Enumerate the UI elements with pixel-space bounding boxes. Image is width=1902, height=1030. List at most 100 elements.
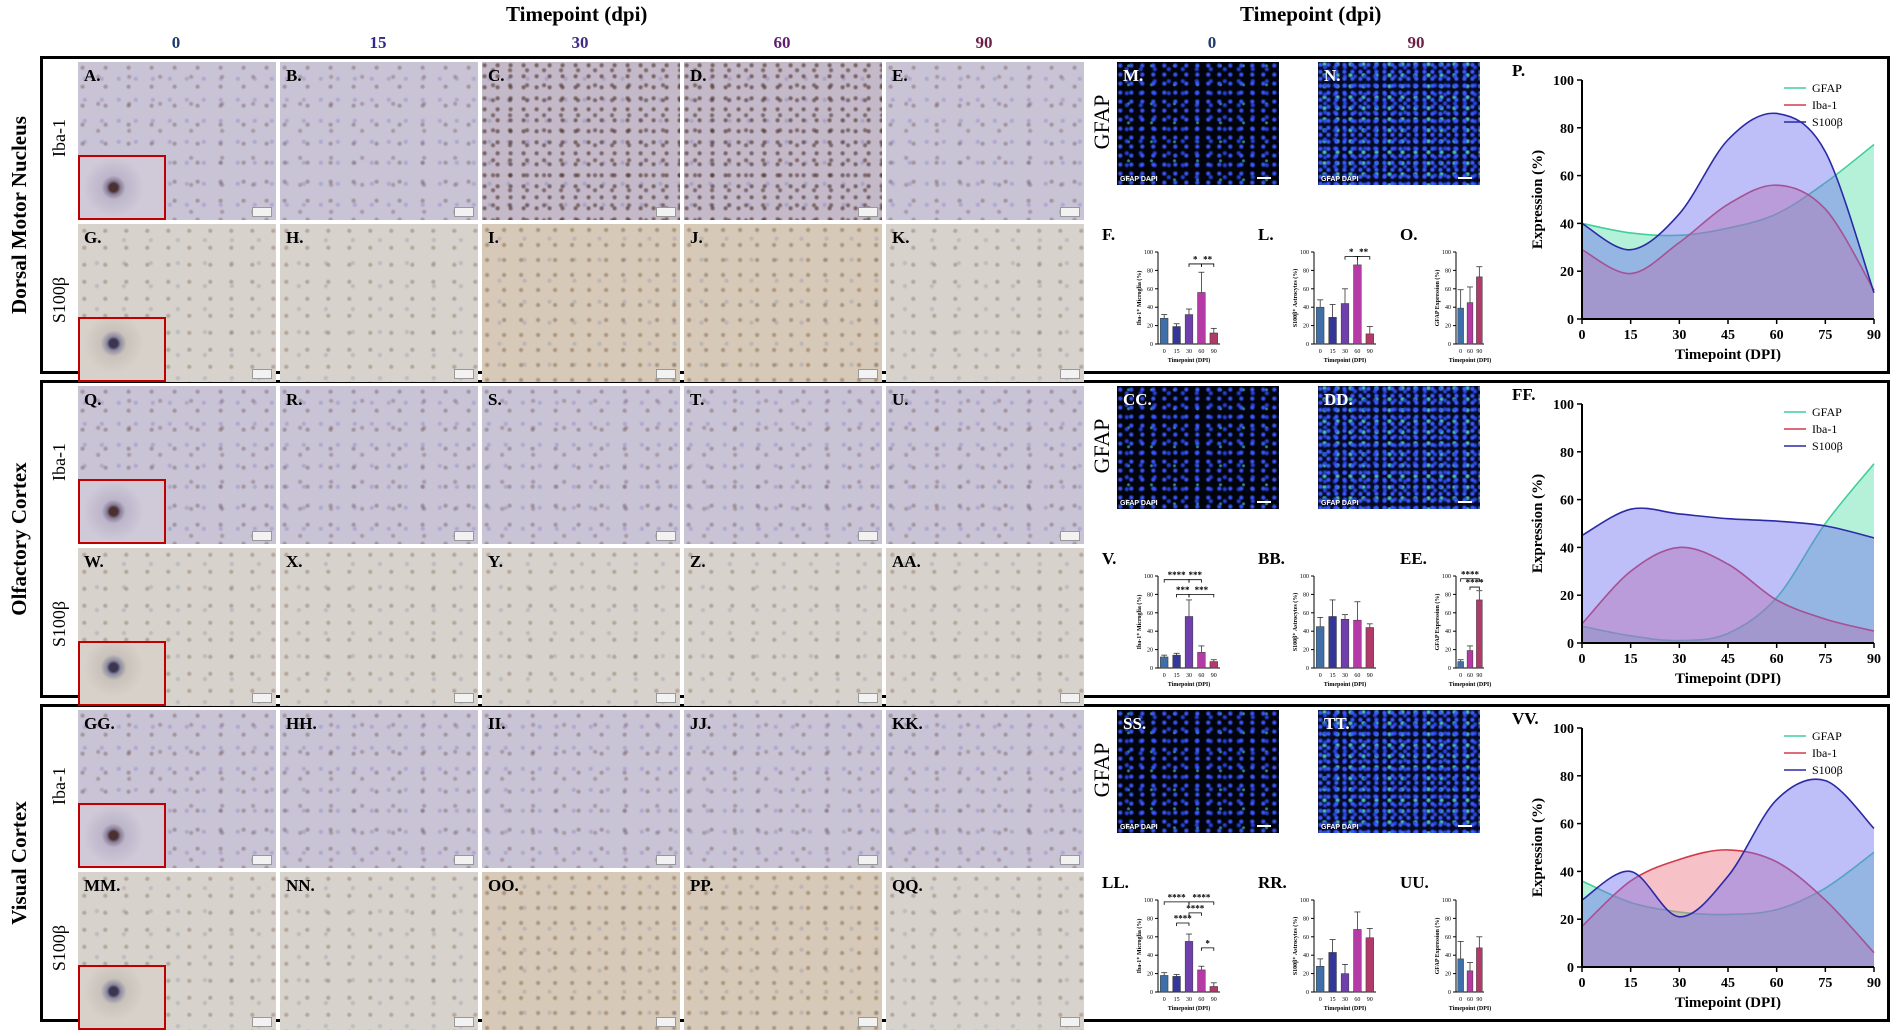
panel-label: TT. — [1324, 714, 1350, 733]
x-axis-label: Timepoint (DPI) — [1449, 1005, 1491, 1012]
significance-label: * — [1349, 247, 1354, 257]
significance-label: **** — [1186, 903, 1205, 913]
y-tick-label: 100 — [1144, 574, 1153, 580]
panel-label: OO. — [488, 876, 519, 895]
y-tick-label: 100 — [1300, 574, 1309, 580]
panel-label: U. — [892, 390, 909, 409]
scale-bar-icon — [454, 531, 474, 541]
x-axis-label: Timepoint (DPI) — [1324, 1005, 1366, 1012]
y-tick-label: 20 — [1303, 648, 1309, 654]
panel-label: BB. — [1258, 549, 1285, 568]
y-tick-label: 100 — [1144, 898, 1153, 904]
bar — [1340, 973, 1350, 993]
y-tick-label: 80 — [1303, 592, 1309, 598]
s100b-micrograph: Z. — [684, 548, 882, 706]
significance-label: * — [1193, 254, 1198, 264]
s100b-micrograph: MM. — [78, 872, 276, 1030]
iba1-micrograph: JJ. — [684, 710, 882, 868]
scale-bar-icon — [454, 693, 474, 703]
y-tick-label: 40 — [1560, 217, 1574, 232]
bar — [1209, 986, 1218, 993]
bar — [1316, 306, 1325, 345]
x-tick-label: 60 — [1198, 349, 1204, 355]
s100b-micrograph: Y. — [482, 548, 680, 706]
y-tick-label: 0 — [1448, 342, 1451, 348]
significance-bracket — [1188, 594, 1215, 598]
panel-label: W. — [84, 552, 104, 571]
series-area — [1582, 779, 1874, 967]
x-tick-label: 0 — [1163, 673, 1166, 679]
iba1-micrograph: B. — [280, 62, 478, 220]
timepoint-30: 30 — [571, 33, 589, 52]
x-tick-label: 15 — [1174, 349, 1180, 355]
y-tick-label: 60 — [1303, 287, 1309, 293]
x-tick-label: 15 — [1174, 673, 1180, 679]
region-label: Visual Cortex — [7, 801, 31, 925]
scale-bar-icon — [1458, 825, 1472, 827]
y-tick-label: 100 — [1144, 250, 1153, 256]
legend-entry: GFAP — [1812, 405, 1842, 419]
bar-chart: UU. 0 20 40 60 80 100 GFAP Expression (%) Timepo… — [1400, 873, 1491, 1012]
bar — [1209, 661, 1218, 669]
x-axis-label: Timepoint (DPI) — [1168, 681, 1210, 688]
scale-bar-icon — [252, 693, 272, 703]
gfap-dapi-image: M. GFAP DAPI — [1117, 62, 1279, 185]
y-tick-label: 20 — [1147, 324, 1153, 330]
y-tick-label: 100 — [1300, 898, 1309, 904]
area-chart: P. 0 20 40 60 80 100 0 15 30 45 60 75 90 Timepoint (DP… — [1512, 61, 1881, 363]
y-axis-label: S100β⁺ Astrocytes (%) — [1292, 917, 1299, 976]
area-chart: VV. 0 20 40 60 80 100 0 15 30 45 60 75 90 Timepoint (D… — [1512, 709, 1881, 1011]
bar-chart: L. 0 20 40 60 80 100 S100β⁺ Astrocytes (%) Timep… — [1258, 225, 1376, 364]
if-stain-label: GFAP — [1089, 418, 1114, 474]
area-chart: FF. 0 20 40 60 80 100 0 15 30 45 60 75 90 Timepoint (D… — [1512, 385, 1881, 687]
s100b-micrograph: OO. — [482, 872, 680, 1030]
x-axis-label: Timepoint (DPI) — [1675, 995, 1781, 1011]
series-line — [1581, 463, 1875, 642]
x-tick-label: 75 — [1818, 652, 1832, 667]
significance-label: **** — [1466, 578, 1485, 588]
x-tick-label: 30 — [1672, 328, 1686, 343]
panel-label: I. — [488, 228, 499, 247]
panel-label: RR. — [1258, 873, 1287, 892]
x-tick-label: 0 — [1579, 652, 1586, 667]
x-tick-label: 90 — [1476, 673, 1482, 679]
scale-bar-icon — [656, 855, 676, 865]
y-tick-label: 80 — [1445, 916, 1451, 922]
gfap-dapi-image: SS. GFAP DAPI — [1117, 710, 1279, 833]
y-tick-label: 60 — [1445, 935, 1451, 941]
panel-label: EE. — [1400, 549, 1427, 568]
bar — [1172, 976, 1181, 993]
bar — [1197, 969, 1206, 993]
panel-label: G. — [84, 228, 102, 247]
significance-bracket — [1201, 947, 1215, 951]
iba1-micrograph: GG. — [78, 710, 276, 868]
gfap-dapi-image: CC. GFAP DAPI — [1117, 386, 1279, 509]
y-tick-label: 20 — [1445, 972, 1451, 978]
y-tick-label: 40 — [1147, 629, 1153, 635]
y-tick-label: 20 — [1560, 265, 1574, 280]
y-tick-label: 0 — [1306, 342, 1309, 348]
bar — [1340, 303, 1350, 345]
iba1-micrograph: U. — [886, 386, 1084, 544]
y-tick-label: 100 — [1442, 898, 1451, 904]
y-tick-label: 0 — [1306, 666, 1309, 672]
series-area — [1582, 144, 1874, 319]
scale-bar-icon — [1458, 501, 1472, 503]
x-tick-label: 0 — [1579, 328, 1586, 343]
y-tick-label: 60 — [1560, 494, 1574, 509]
y-tick-label: 60 — [1147, 287, 1153, 293]
scale-bar-icon — [656, 693, 676, 703]
significance-label: **** — [1192, 892, 1211, 902]
panel-label: S. — [488, 390, 502, 409]
panel-label: B. — [286, 66, 302, 85]
y-tick-label: 40 — [1445, 305, 1451, 311]
y-tick-label: 100 — [1442, 250, 1451, 256]
bar — [1353, 929, 1362, 993]
y-axis-label: GFAP Expression (%) — [1434, 270, 1441, 327]
y-tick-label: 20 — [1445, 648, 1451, 654]
s100b-micrograph: I. — [482, 224, 680, 382]
scale-bar-icon — [1060, 1017, 1080, 1027]
stain-caption: GFAP DAPI — [1321, 500, 1359, 507]
y-axis-label: S100β⁺ Astrocytes (%) — [1292, 593, 1299, 652]
timepoint-90: 90 — [975, 33, 993, 52]
